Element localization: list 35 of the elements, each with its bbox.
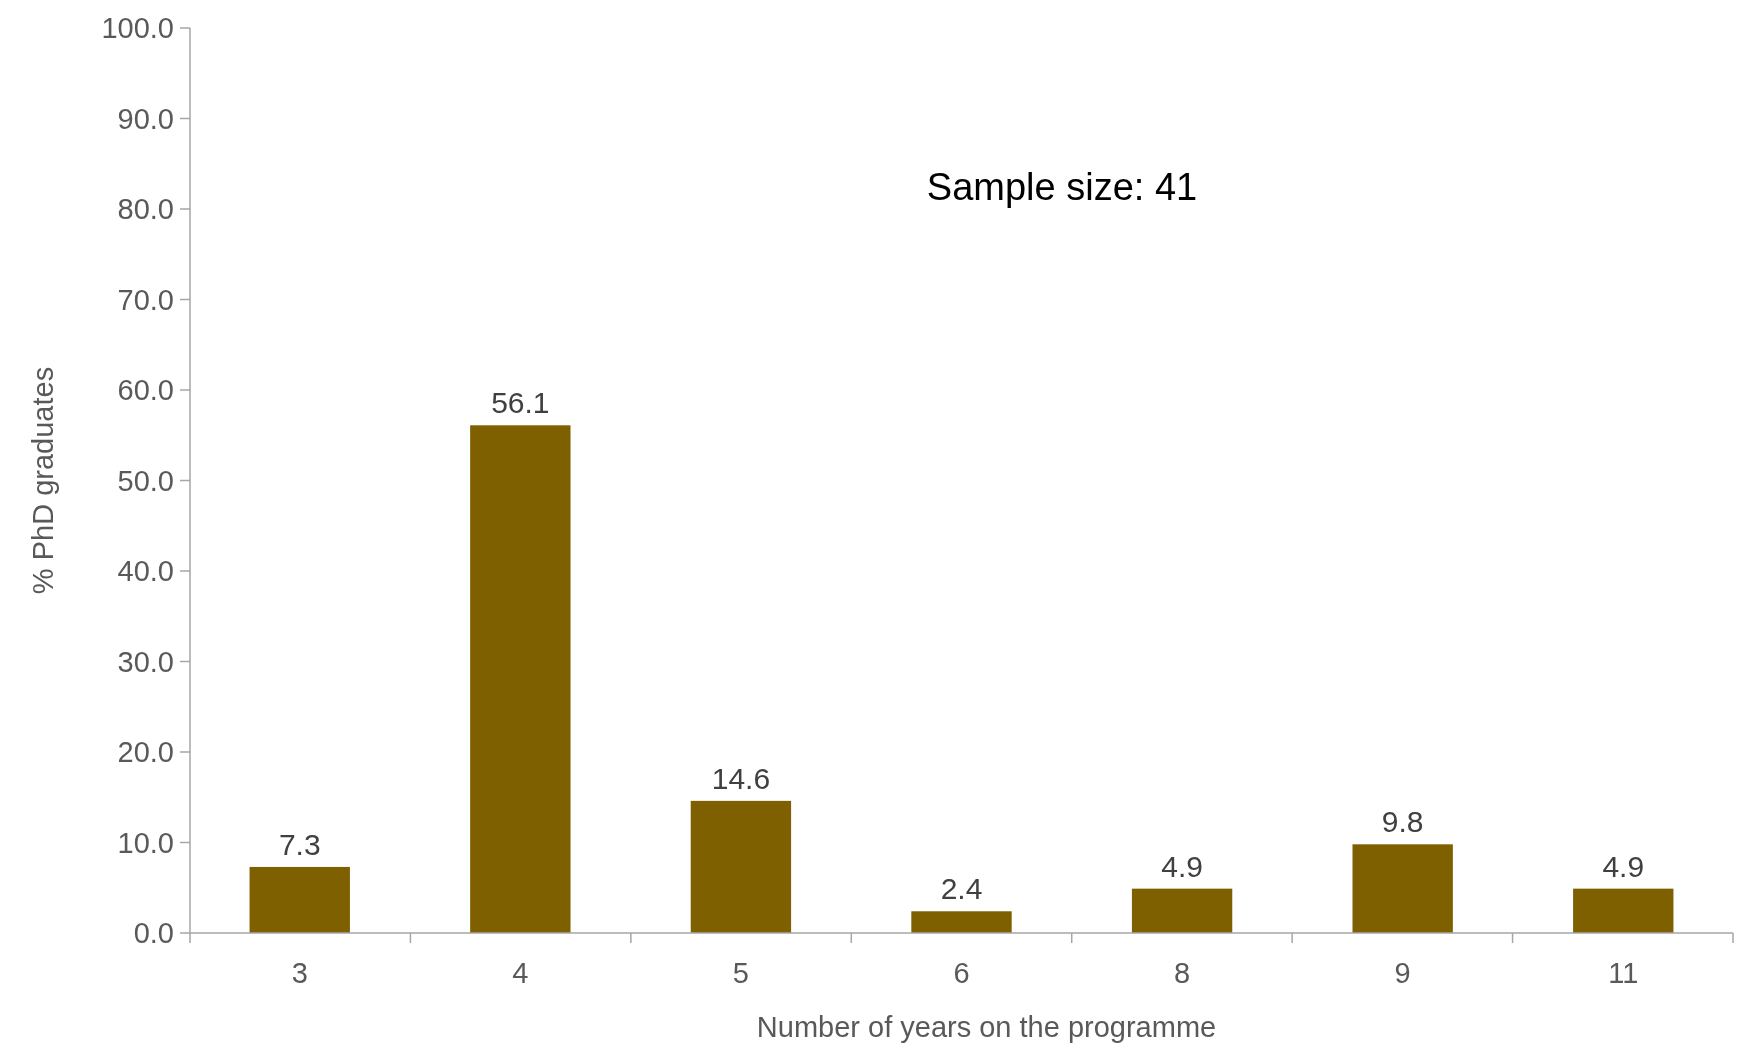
y-tick-label: 0.0 [133,917,174,950]
y-tick-label: 100.0 [101,12,174,45]
x-tick-label: 11 [1608,957,1639,989]
data-label: 2.4 [940,872,983,906]
bar [470,425,571,933]
data-label: 7.3 [278,827,321,861]
data-label: 4.9 [1161,849,1203,883]
bar [1573,888,1674,933]
y-tick-label: 10.0 [117,826,174,859]
bar [1131,888,1233,933]
y-tick-label: 60.0 [117,374,174,407]
x-tick-label: 8 [1174,957,1191,989]
x-tick-label: 9 [1394,957,1411,989]
x-tick-label: 3 [291,957,308,989]
bar [249,866,350,933]
bar [911,911,1012,933]
x-tick-label: 5 [732,957,749,989]
bar [1352,844,1453,933]
y-tick-label: 40.0 [117,555,174,588]
x-tick-label: 6 [953,957,970,989]
y-tick-label: 30.0 [117,645,174,678]
data-label: 14.6 [711,761,771,795]
y-tick-label: 70.0 [117,283,174,316]
y-tick-label: 80.0 [117,193,174,226]
y-tick-label: 50.0 [117,464,174,497]
y-tick-label: 90.0 [117,102,174,135]
y-tick-label: 20.0 [117,736,174,769]
bar [690,800,792,933]
data-label: 9.8 [1381,805,1424,839]
data-label: 56.1 [491,386,550,420]
y-axis-title: % PhD graduates [27,366,59,595]
x-tick-label: 4 [512,957,529,989]
x-axis-title: Number of years on the programme [756,1011,1217,1043]
data-label: 4.9 [1602,849,1645,883]
annotation: Sample size: 41 [926,166,1198,208]
